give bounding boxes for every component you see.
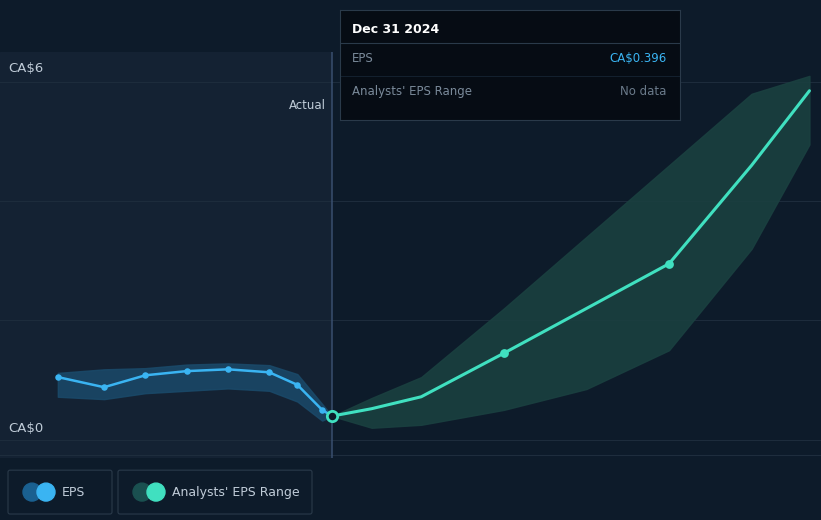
Bar bbox=[0, 52, 332, 458]
Point bbox=[315, 406, 328, 414]
Text: No data: No data bbox=[620, 85, 667, 98]
Text: Actual: Actual bbox=[288, 98, 325, 111]
Point bbox=[98, 383, 111, 392]
Text: Analysts' EPS Range: Analysts' EPS Range bbox=[352, 85, 472, 98]
Point bbox=[51, 373, 64, 381]
Text: Analysts Forecasts: Analysts Forecasts bbox=[342, 98, 452, 111]
Circle shape bbox=[23, 483, 41, 501]
Text: CA$6: CA$6 bbox=[8, 62, 44, 75]
Text: CA$0: CA$0 bbox=[8, 422, 44, 435]
Point bbox=[180, 367, 193, 375]
Point bbox=[222, 365, 235, 373]
Text: EPS: EPS bbox=[352, 52, 374, 65]
Bar bbox=[332, 52, 821, 458]
Text: EPS: EPS bbox=[62, 486, 85, 499]
Text: CA$0.396: CA$0.396 bbox=[609, 52, 667, 65]
Point bbox=[325, 412, 338, 420]
Point bbox=[263, 368, 276, 376]
Text: Analysts' EPS Range: Analysts' EPS Range bbox=[172, 486, 300, 499]
Circle shape bbox=[133, 483, 151, 501]
Point bbox=[498, 349, 511, 357]
Point bbox=[663, 259, 676, 268]
Circle shape bbox=[37, 483, 55, 501]
Circle shape bbox=[147, 483, 165, 501]
Point bbox=[139, 371, 152, 380]
Point bbox=[291, 381, 304, 389]
Text: Dec 31 2024: Dec 31 2024 bbox=[352, 23, 439, 36]
